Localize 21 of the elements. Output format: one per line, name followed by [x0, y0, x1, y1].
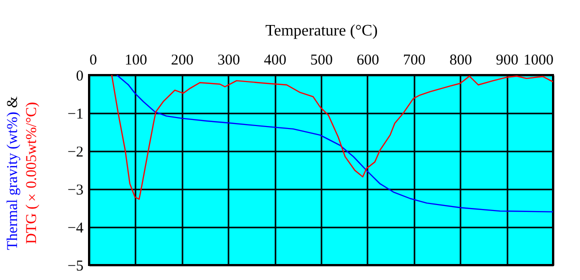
x-tick-label: 100 [124, 52, 148, 68]
x-tick-label: 600 [356, 52, 380, 68]
x-tick-label: 200 [171, 52, 194, 68]
x-axis-title: Temperature (°C) [265, 22, 378, 40]
y-tick-label: 0 [76, 68, 84, 84]
x-tick-label: 800 [449, 52, 472, 68]
x-tick-label: 300 [217, 52, 240, 68]
y-tick-label: −4 [68, 220, 84, 236]
x-tick-label: 500 [310, 52, 333, 68]
x-tick-label: 0 [90, 52, 97, 68]
y-tick-label: −3 [68, 182, 84, 198]
y-tick-label: −5 [68, 258, 84, 274]
x-tick-label: 900 [496, 52, 518, 68]
x-tick-label: 400 [264, 52, 286, 68]
y-tick-label: −1 [68, 106, 84, 122]
y-axis-title: & [5, 96, 21, 110]
y-tick-label: −2 [68, 144, 84, 160]
x-tick-label: 1000 [524, 52, 554, 68]
text: Thermal gravity (wt%) [5, 112, 21, 250]
text: DTG (×0.005wt%/°C) [24, 102, 40, 244]
x-tick-label: 700 [403, 52, 426, 68]
